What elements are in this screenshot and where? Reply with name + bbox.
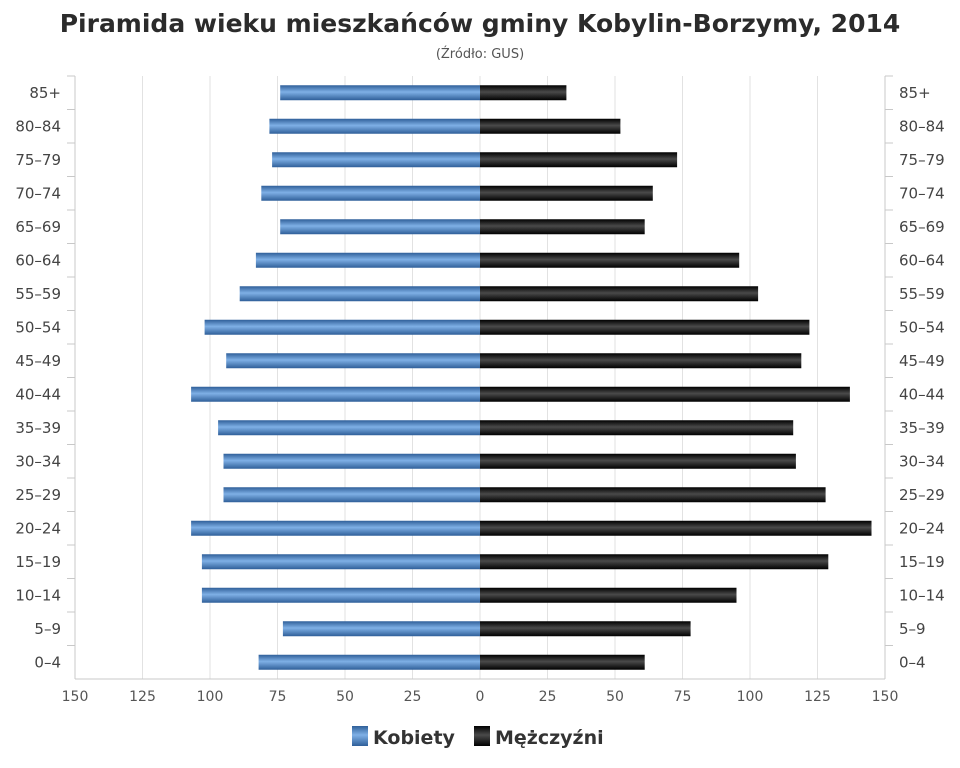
bar-kobiety [280,219,480,235]
category-label-right: 40–44 [899,385,945,403]
category-label-right: 70–74 [899,184,945,202]
category-label-right: 85+ [899,84,931,102]
bar-mezczyzni [480,621,691,637]
bar-mezczyzni [480,319,810,335]
bar-kobiety [280,85,480,101]
bar-mezczyzni [480,654,645,670]
category-label-right: 10–14 [899,586,945,604]
category-label-left: 50–54 [15,318,61,336]
category-label-right: 15–19 [899,553,945,571]
x-tick-label: 25 [404,689,422,705]
x-tick-label: 50 [336,689,354,705]
category-label-right: 35–39 [899,419,945,437]
x-tick-label: 0 [476,689,485,705]
category-label-left: 0–4 [34,653,61,671]
category-label-right: 80–84 [899,117,945,135]
bar-kobiety [218,420,480,436]
category-label-left: 70–74 [15,184,61,202]
category-label-right: 30–34 [899,452,945,470]
category-label-right: 5–9 [899,620,926,638]
bar-mezczyzni [480,453,796,469]
category-label-left: 45–49 [15,352,61,370]
grid [67,75,893,680]
x-tick-label: 75 [674,689,692,705]
bar-mezczyzni [480,520,872,536]
bar-mezczyzni [480,554,829,570]
category-label-left: 30–34 [15,452,61,470]
labels: 150 125 100 75 50 25 0 25 50 75 100 125 150 85+ 85+ 80–… [15,84,944,705]
bar-mezczyzni [480,286,759,302]
x-tick-label: 100 [737,689,764,705]
bar-mezczyzni [480,152,678,168]
category-label-right: 65–69 [899,218,945,236]
bar-mezczyzni [480,420,794,436]
category-label-right: 75–79 [899,151,945,169]
category-label-right: 0–4 [899,653,926,671]
bar-kobiety [204,319,480,335]
bar-mezczyzni [480,118,621,134]
bar-kobiety [255,252,480,268]
legend-item-mezczyzni[interactable]: Mężczyźni [474,726,604,749]
category-label-left: 40–44 [15,385,61,403]
bar-mezczyzni [480,487,826,503]
category-label-left: 20–24 [15,519,61,537]
category-label-right: 45–49 [899,352,945,370]
category-label-right: 60–64 [899,251,945,269]
bar-kobiety [282,621,480,637]
bar-kobiety [269,118,480,134]
chart-title: Piramida wieku mieszkańców gminy Kobylin… [60,9,901,38]
category-label-right: 50–54 [899,318,945,336]
bar-kobiety [226,353,480,369]
legend-item-kobiety[interactable]: Kobiety [352,726,456,749]
bar-mezczyzni [480,185,653,201]
legend: Kobiety Mężczyźni [352,726,604,749]
bar-kobiety [272,152,480,168]
x-tick-label: 50 [606,689,624,705]
bar-mezczyzni [480,386,850,402]
legend-label: Mężczyźni [495,727,604,749]
bar-kobiety [191,520,480,536]
category-label-right: 55–59 [899,285,945,303]
category-label-right: 20–24 [899,519,945,537]
category-label-left: 15–19 [15,553,61,571]
x-tick-label: 125 [129,689,156,705]
category-label-left: 75–79 [15,151,61,169]
x-tick-label: 25 [539,689,557,705]
category-label-left: 80–84 [15,117,61,135]
category-label-left: 65–69 [15,218,61,236]
legend-swatch [352,726,368,746]
bar-kobiety [201,587,480,603]
category-label-left: 55–59 [15,285,61,303]
legend-swatch [474,726,490,746]
category-label-left: 60–64 [15,251,61,269]
bar-kobiety [258,654,480,670]
category-label-right: 25–29 [899,486,945,504]
category-label-left: 25–29 [15,486,61,504]
category-label-left: 85+ [29,84,61,102]
bar-mezczyzni [480,219,645,235]
x-tick-label: 100 [197,689,224,705]
bar-kobiety [191,386,480,402]
bar-kobiety [261,185,480,201]
category-label-left: 5–9 [34,620,61,638]
chart-subtitle: (Źródło: GUS) [436,46,524,62]
bar-kobiety [201,554,480,570]
legend-label: Kobiety [373,727,456,749]
category-label-left: 10–14 [15,586,61,604]
bar-kobiety [223,487,480,503]
bar-mezczyzni [480,85,567,101]
category-label-left: 35–39 [15,419,61,437]
bar-mezczyzni [480,587,737,603]
bar-kobiety [223,453,480,469]
x-tick-label: 125 [804,689,831,705]
bar-mezczyzni [480,252,740,268]
bar-mezczyzni [480,353,802,369]
bar-kobiety [239,286,480,302]
x-tick-label: 75 [269,689,287,705]
bars [191,85,872,670]
x-tick-label: 150 [872,689,899,705]
x-tick-label: 150 [62,689,89,705]
